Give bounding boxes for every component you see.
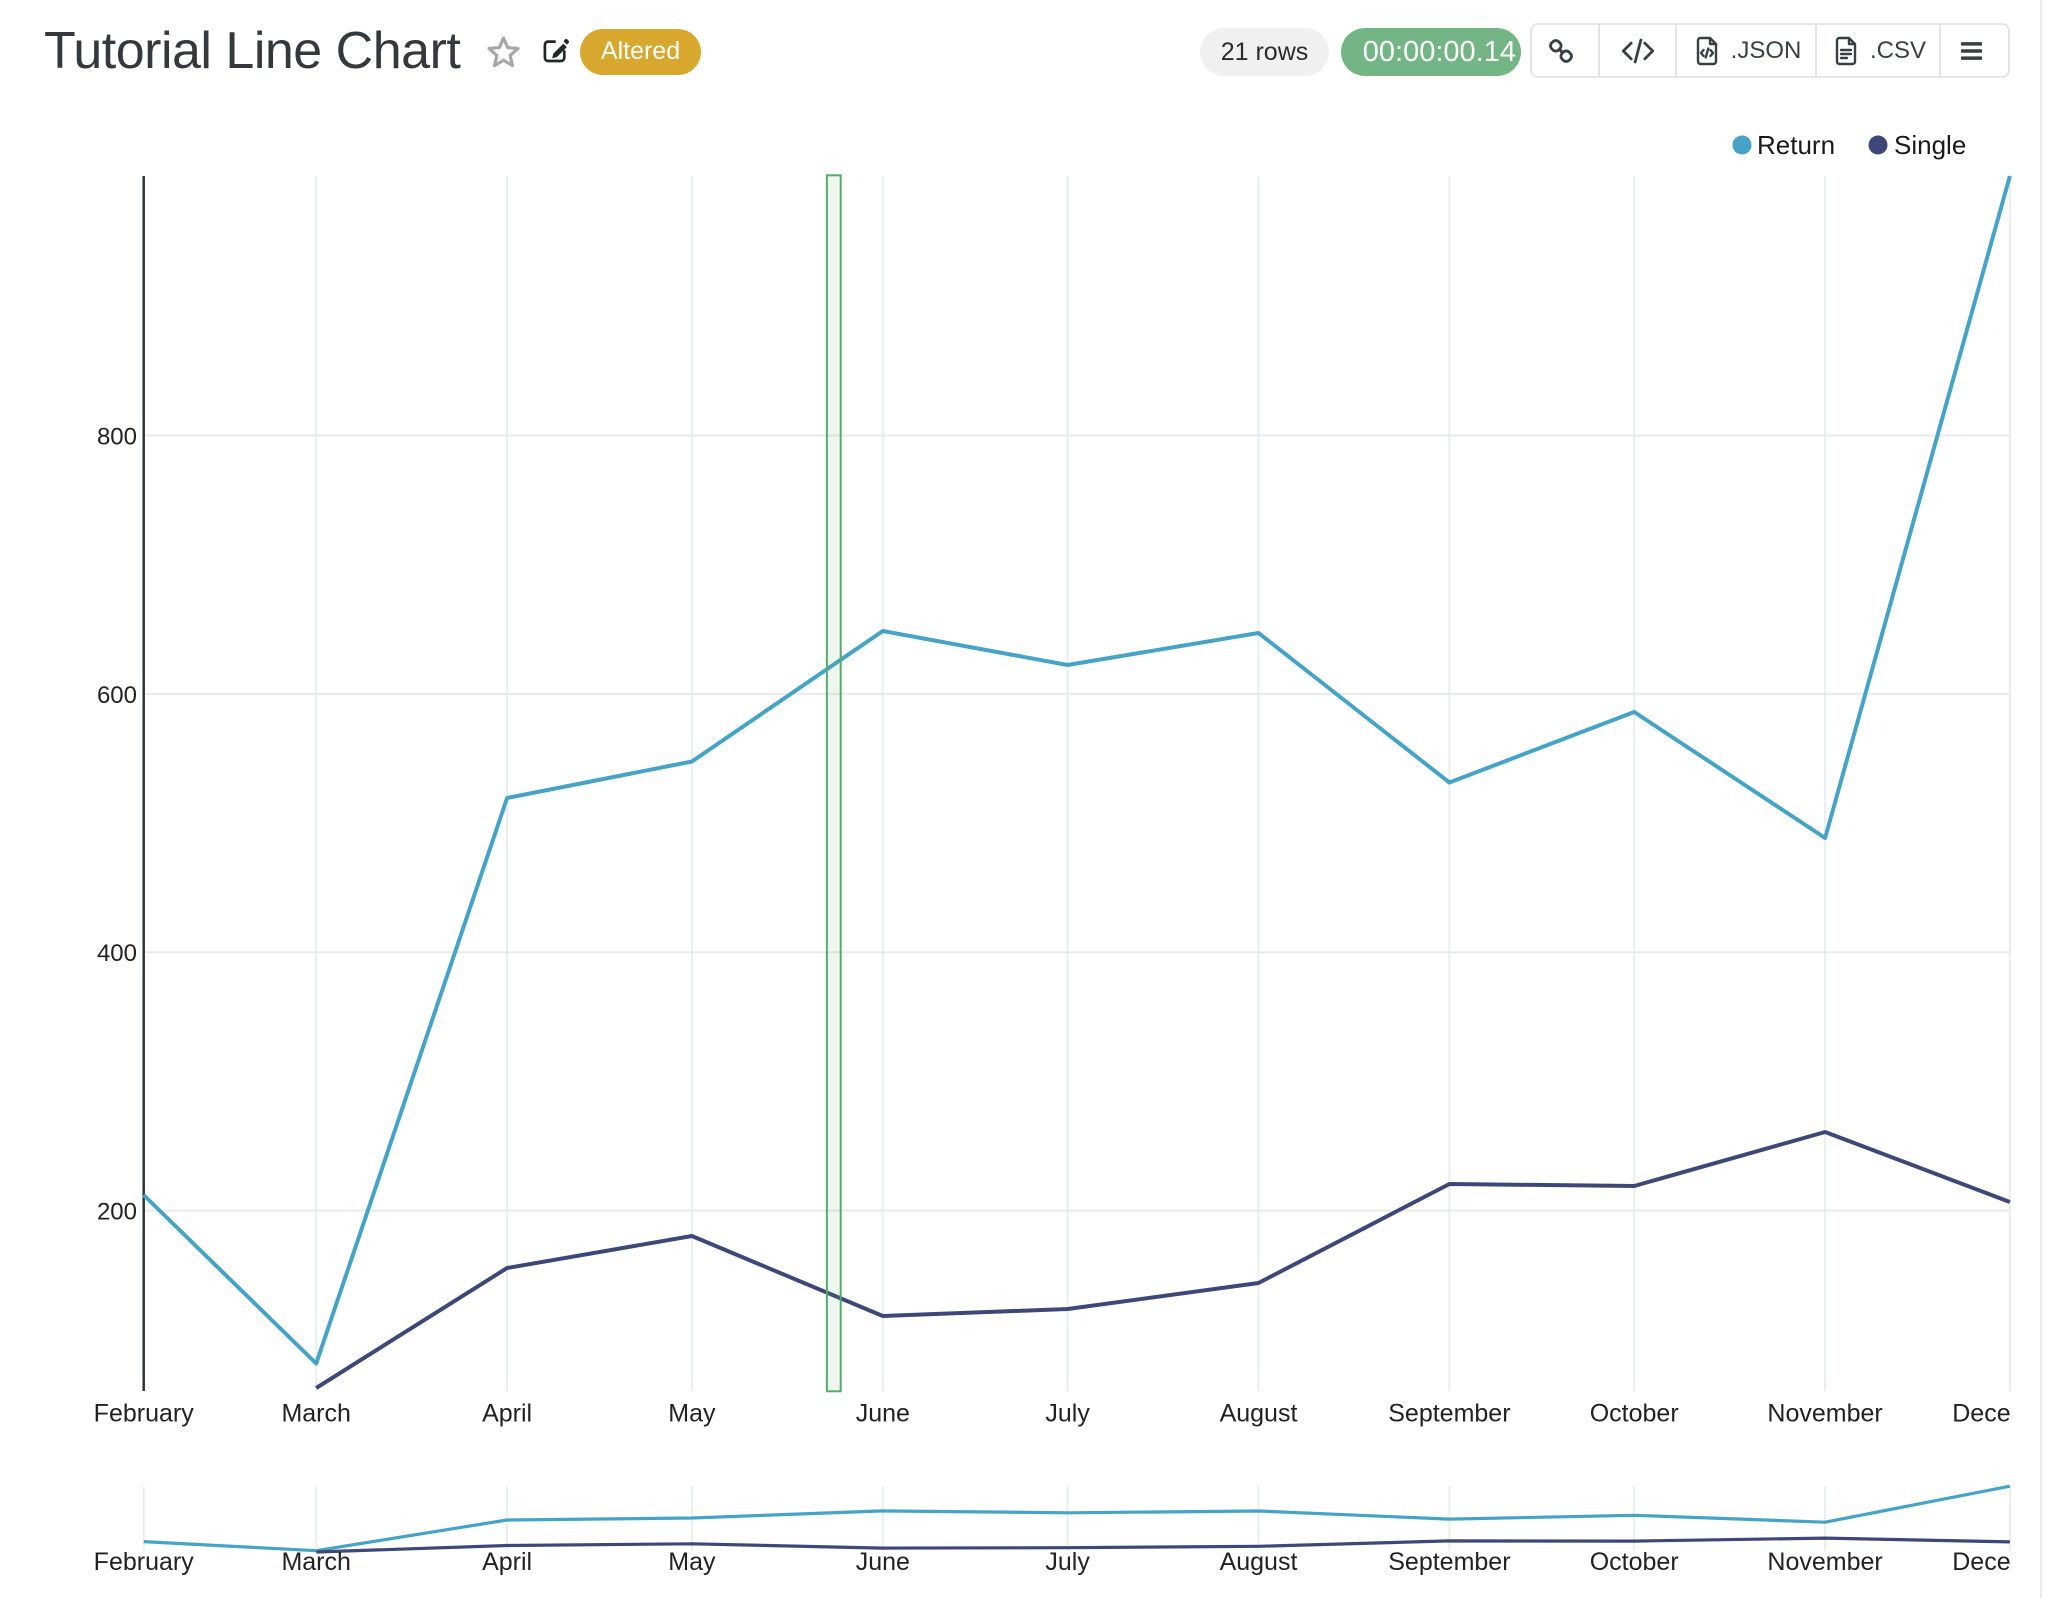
svg-text:October: October: [1590, 1400, 1679, 1428]
svg-text:November: November: [1767, 1548, 1882, 1576]
svg-text:December: December: [1952, 1548, 2012, 1576]
svg-text:Return: Return: [1757, 130, 1835, 160]
svg-text:May: May: [668, 1400, 716, 1428]
svg-text:June: June: [856, 1400, 910, 1428]
svg-text:February: February: [94, 1548, 195, 1576]
svg-text:August: August: [1220, 1400, 1298, 1428]
svg-text:February: February: [94, 1400, 195, 1428]
svg-text:December: December: [1952, 1400, 2012, 1428]
svg-text:August: August: [1220, 1548, 1298, 1576]
svg-text:200: 200: [97, 1199, 137, 1226]
svg-text:September: September: [1388, 1548, 1510, 1576]
svg-text:June: June: [856, 1548, 910, 1576]
svg-text:Single: Single: [1894, 130, 1966, 160]
svg-text:March: March: [281, 1400, 350, 1428]
svg-text:March: March: [281, 1548, 350, 1576]
svg-text:600: 600: [97, 682, 137, 709]
svg-text:July: July: [1045, 1400, 1090, 1428]
svg-text:July: July: [1045, 1548, 1090, 1576]
svg-text:April: April: [482, 1548, 532, 1576]
svg-text:April: April: [482, 1400, 532, 1428]
svg-text:October: October: [1590, 1548, 1679, 1576]
svg-text:400: 400: [97, 940, 137, 967]
svg-text:800: 800: [97, 424, 137, 451]
svg-text:May: May: [668, 1548, 716, 1576]
svg-text:September: September: [1388, 1400, 1510, 1428]
svg-text:November: November: [1767, 1400, 1882, 1428]
